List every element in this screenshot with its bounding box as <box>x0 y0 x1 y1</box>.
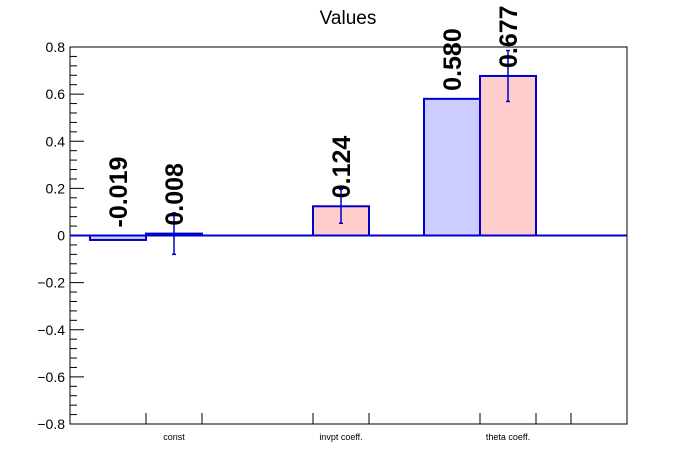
error-bars-group <box>172 49 510 256</box>
data-label: 0.580 <box>439 28 467 91</box>
y-tick-label: 0 <box>57 228 65 244</box>
y-tick-label: −0.8 <box>37 416 65 432</box>
data-label: 0.124 <box>328 136 356 199</box>
data-label: 0.008 <box>161 163 189 226</box>
bar <box>423 97 481 237</box>
data-label: 0.677 <box>495 5 523 68</box>
x-axis: const invpt coeff. theta coeff. <box>145 413 572 442</box>
y-tick-label: −0.4 <box>37 322 65 338</box>
y-tick-label: 0.6 <box>46 86 66 102</box>
bars-group <box>89 74 537 241</box>
y-tick-label: 0.4 <box>46 133 66 149</box>
chart-title: Values <box>320 8 377 29</box>
value-labels-group: -0.019 0.580 0.008 0.124 0.677 <box>105 5 523 227</box>
data-label: -0.019 <box>105 157 133 228</box>
y-tick-label: 0.8 <box>46 39 66 55</box>
x-tick-label: invpt coeff. <box>319 432 362 442</box>
y-axis: −0.8 −0.6 −0.4 −0.2 0 0.2 0.4 0.6 0.8 <box>37 39 84 432</box>
y-tick-label: 0.2 <box>46 180 66 196</box>
y-tick-label: −0.2 <box>37 275 65 291</box>
x-tick-label: const <box>163 432 185 442</box>
y-tick-label: −0.6 <box>37 369 65 385</box>
x-tick-label: theta coeff. <box>486 432 530 442</box>
